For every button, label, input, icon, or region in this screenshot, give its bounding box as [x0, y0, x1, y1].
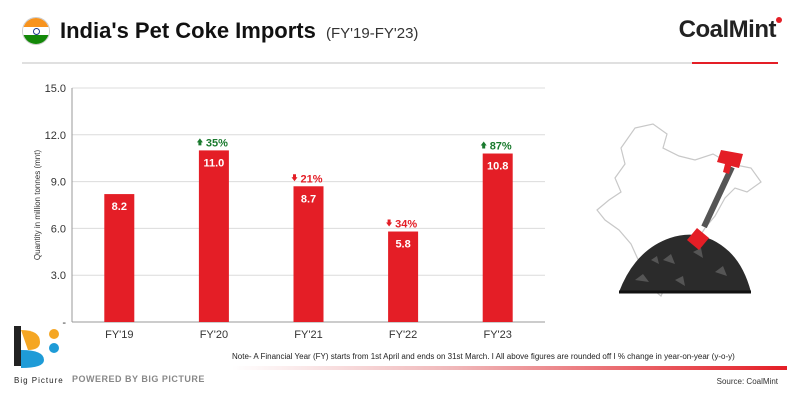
bar-3 [388, 231, 419, 322]
powered-by-text: POWERED BY BIG PICTURE [72, 374, 205, 384]
logo-text: Big Picture [14, 376, 64, 385]
y-tick-label: 15.0 [45, 83, 66, 95]
big-picture-logo-icon [14, 326, 59, 368]
yoy-change-label: 21% [301, 173, 323, 185]
bar-1 [198, 150, 229, 322]
y-tick-label: 9.0 [51, 177, 66, 189]
footer-accent-line [232, 366, 787, 370]
title-text: India's Pet Coke Imports [60, 18, 316, 43]
y-tick-label: 3.0 [51, 270, 66, 282]
india-flag-icon [22, 17, 50, 45]
yoy-down-arrow-icon [386, 219, 393, 227]
chart-note: Note- A Financial Year (FY) starts from … [232, 352, 735, 361]
yoy-change-label: 34% [395, 219, 417, 231]
bar-0 [104, 194, 135, 322]
y-tick-label: 12.0 [45, 130, 66, 142]
brand-logo: CoalMint [678, 16, 782, 44]
bar-value-label: 11.0 [203, 157, 224, 169]
page-title: India's Pet Coke Imports (FY'19-FY'23) [60, 18, 418, 44]
header-accent-line [692, 62, 778, 64]
bar-2 [293, 186, 324, 322]
brand-dot-icon [776, 17, 782, 23]
bar-value-label: 8.2 [112, 201, 127, 213]
header: India's Pet Coke Imports (FY'19-FY'23) C… [0, 0, 800, 60]
y-tick-label: 6.0 [51, 223, 66, 235]
header-divider [22, 62, 778, 64]
y-tick-label: - [62, 317, 66, 329]
bar-4 [482, 153, 513, 322]
india-map-coal-shovel-icon [596, 123, 762, 297]
bar-chart: Quantity in million tonnes (mnt) 15.0 12.0… [33, 83, 545, 341]
bar-value-label: 5.8 [395, 239, 410, 251]
x-tick-label: FY'23 [483, 329, 511, 341]
x-tick-label: FY'22 [389, 329, 417, 341]
x-tick-label: FY'21 [294, 329, 322, 341]
y-axis-label: Quantity in million tonnes (mnt) [33, 150, 42, 261]
brand-name: CoalMint [678, 16, 777, 43]
yoy-up-arrow-icon [480, 141, 487, 149]
yoy-down-arrow-icon [291, 174, 298, 182]
source-text: Source: CoalMint [716, 377, 778, 386]
x-tick-label: FY'20 [200, 329, 228, 341]
yoy-change-label: 35% [206, 137, 228, 149]
x-tick-label: FY'19 [105, 329, 133, 341]
yoy-change-label: 87% [490, 141, 512, 153]
bar-value-label: 8.7 [301, 193, 316, 205]
title-subtitle: (FY'19-FY'23) [325, 25, 419, 42]
bar-value-label: 10.8 [487, 161, 508, 173]
yoy-up-arrow-icon [196, 138, 203, 146]
